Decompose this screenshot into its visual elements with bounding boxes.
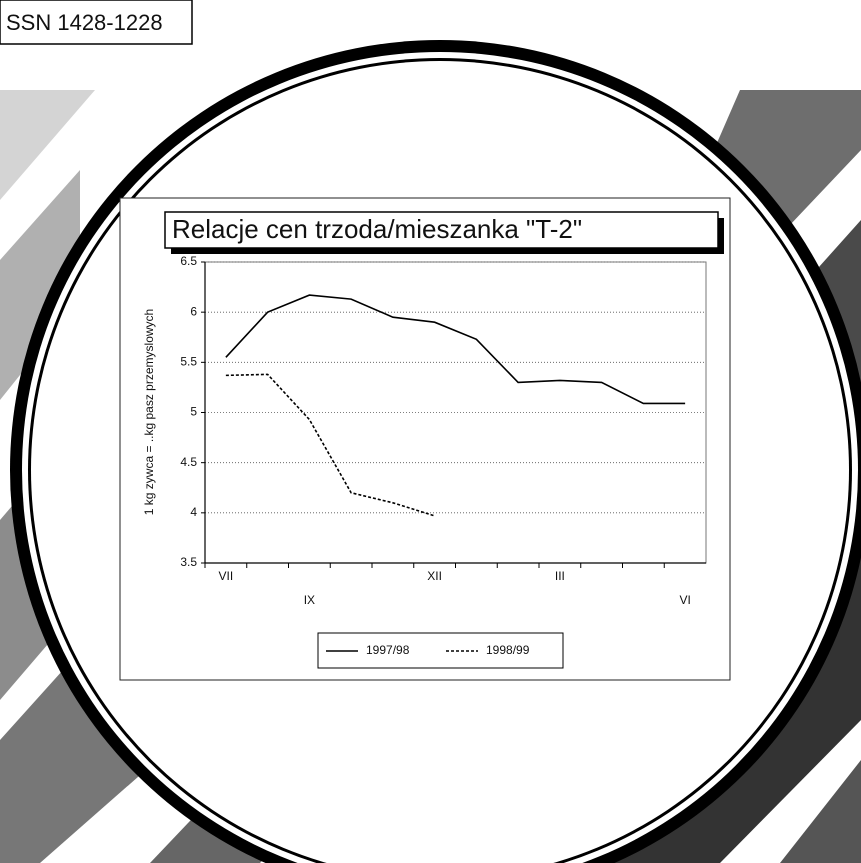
issn: SSN 1428-1228 — [6, 10, 163, 35]
y-axis-label: 1 kg zywca = ..kg pasz przemyslowych — [142, 309, 156, 515]
y-tick-label: 6.5 — [180, 254, 197, 268]
series-line — [225, 294, 686, 405]
issn-box — [0, 0, 193, 45]
title-box — [164, 211, 719, 249]
x-tick-label: III — [555, 569, 565, 583]
y-tick-label: 5.5 — [180, 355, 197, 369]
x-tick-label: VII — [219, 569, 234, 583]
y-tick-label: 4.5 — [180, 455, 197, 469]
x-tick-label: IX — [304, 593, 315, 607]
series-line — [225, 373, 435, 517]
x-tick-label: XII — [427, 569, 442, 583]
y-tick-label: 4 — [190, 505, 197, 519]
legend-label: 1997/98 — [366, 643, 410, 657]
y-tick-label: 6 — [190, 304, 197, 318]
x-tick-label: VI — [679, 593, 690, 607]
chart-frame — [119, 197, 731, 681]
y-tick-label: 3.5 — [180, 555, 197, 569]
legend-box — [317, 632, 564, 669]
chart-title: Relacje cen trzoda/mieszanka "T-2" — [172, 214, 582, 244]
legend-label: 1998/99 — [486, 643, 530, 657]
y-tick-label: 5 — [190, 405, 197, 419]
